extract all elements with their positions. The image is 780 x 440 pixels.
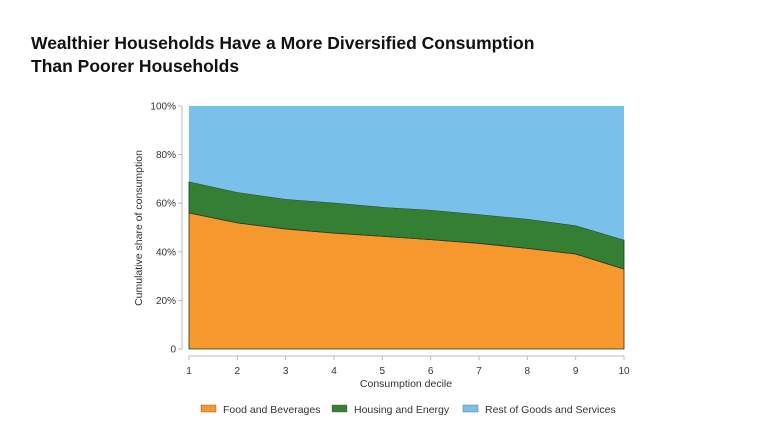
y-axis-label: Cumulative share of consumption [133,150,145,306]
legend-label: Housing and Energy [354,404,450,416]
y-tick-label: 40% [156,247,176,258]
legend-item: Rest of Goods and Services [462,404,616,416]
area-rest-of-goods-and-services [189,106,624,240]
x-tick-label: 9 [573,366,579,377]
legend-swatch [200,404,217,413]
title-line-1: Wealthier Households Have a More Diversi… [31,33,535,53]
y-tick-label: 80% [156,150,176,161]
x-tick-label: 2 [235,366,241,377]
chart-title: Wealthier Households Have a More Diversi… [31,32,631,78]
legend-label: Food and Beverages [223,404,320,416]
x-tick-label: 6 [428,366,434,377]
legend-swatch [462,404,479,413]
legend-item: Food and Beverages [200,404,320,416]
x-tick-label: 4 [331,366,337,377]
x-tick-label: 10 [618,366,630,377]
x-tick-label: 1 [186,366,192,377]
y-tick-label: 60% [156,199,176,210]
x-tick-label: 5 [380,366,386,377]
y-tick-label: 20% [156,296,176,307]
x-tick-label: 7 [476,366,482,377]
legend-swatch [331,404,348,413]
x-axis-label: Consumption decile [360,378,452,390]
legend-label: Rest of Goods and Services [485,404,616,416]
x-tick-label: 3 [283,366,289,377]
y-tick-label: 100% [150,102,176,113]
x-tick-label: 8 [525,366,531,377]
title-line-2: Than Poorer Households [31,56,240,76]
legend-item: Housing and Energy [331,404,450,416]
y-tick-label: 0 [170,345,176,356]
area-housing-and-energy [188,181,625,270]
